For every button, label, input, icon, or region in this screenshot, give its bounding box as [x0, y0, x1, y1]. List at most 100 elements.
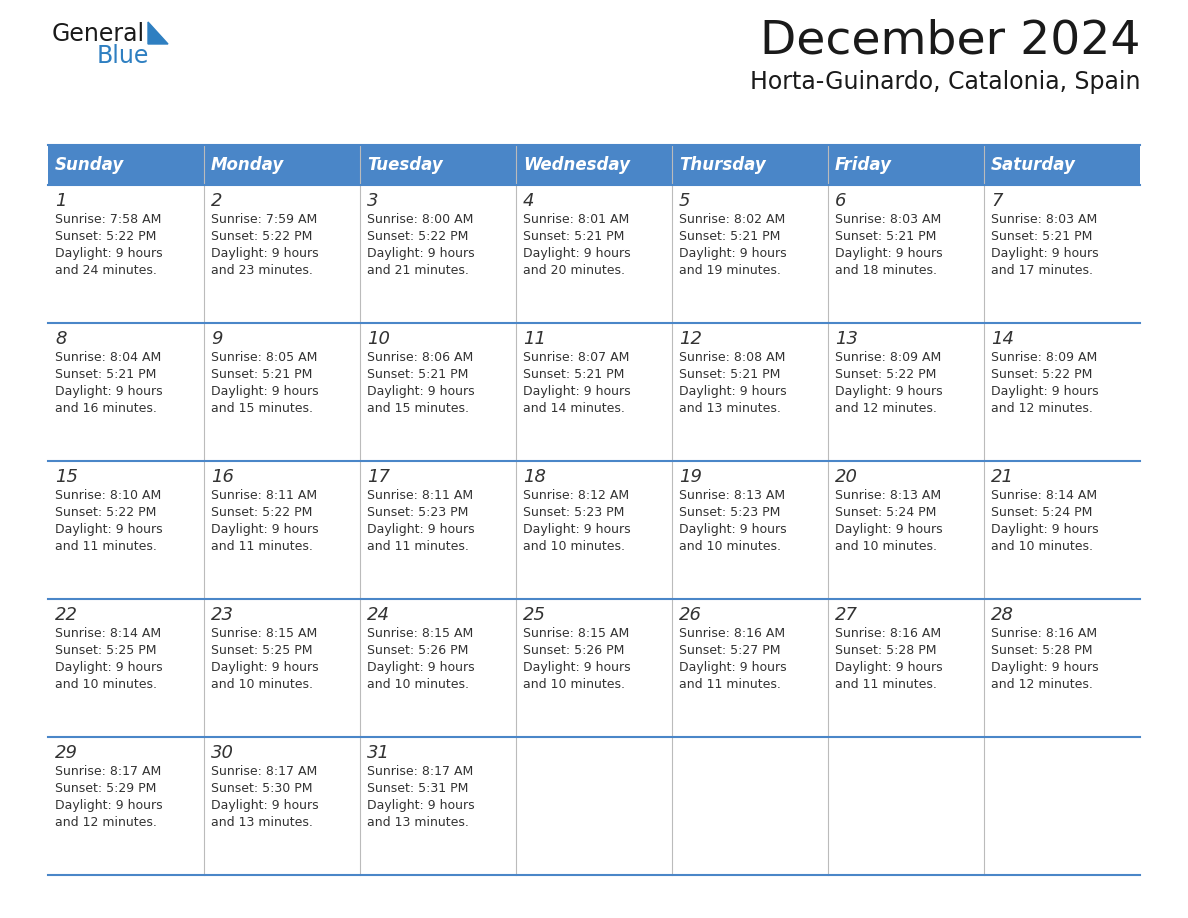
- Text: and 11 minutes.: and 11 minutes.: [835, 678, 937, 691]
- Bar: [48, 323, 1140, 461]
- Text: Sunrise: 8:07 AM: Sunrise: 8:07 AM: [523, 351, 630, 364]
- Text: 16: 16: [211, 468, 234, 486]
- Text: Sunrise: 8:09 AM: Sunrise: 8:09 AM: [835, 351, 941, 364]
- Text: and 11 minutes.: and 11 minutes.: [367, 540, 469, 553]
- Text: Sunset: 5:22 PM: Sunset: 5:22 PM: [55, 230, 157, 243]
- Text: Saturday: Saturday: [991, 156, 1076, 174]
- Text: Sunset: 5:23 PM: Sunset: 5:23 PM: [367, 506, 468, 519]
- Bar: [48, 145, 1140, 185]
- Text: 29: 29: [55, 744, 78, 762]
- Text: Sunset: 5:21 PM: Sunset: 5:21 PM: [680, 230, 781, 243]
- Text: Daylight: 9 hours: Daylight: 9 hours: [523, 661, 631, 674]
- Text: and 10 minutes.: and 10 minutes.: [680, 540, 781, 553]
- Text: Sunrise: 8:16 AM: Sunrise: 8:16 AM: [991, 627, 1098, 640]
- Text: and 15 minutes.: and 15 minutes.: [367, 402, 469, 415]
- Text: and 10 minutes.: and 10 minutes.: [523, 678, 625, 691]
- Text: Sunrise: 8:14 AM: Sunrise: 8:14 AM: [55, 627, 162, 640]
- Text: and 10 minutes.: and 10 minutes.: [367, 678, 469, 691]
- Text: Daylight: 9 hours: Daylight: 9 hours: [991, 661, 1099, 674]
- Text: Daylight: 9 hours: Daylight: 9 hours: [680, 385, 786, 398]
- Text: Friday: Friday: [835, 156, 892, 174]
- Text: 6: 6: [835, 192, 847, 210]
- Text: Sunset: 5:29 PM: Sunset: 5:29 PM: [55, 782, 157, 795]
- Text: Daylight: 9 hours: Daylight: 9 hours: [367, 523, 475, 536]
- Text: Sunset: 5:21 PM: Sunset: 5:21 PM: [367, 368, 468, 381]
- Text: 30: 30: [211, 744, 234, 762]
- Text: 12: 12: [680, 330, 702, 348]
- Text: Sunset: 5:21 PM: Sunset: 5:21 PM: [680, 368, 781, 381]
- Text: Sunrise: 8:01 AM: Sunrise: 8:01 AM: [523, 213, 630, 226]
- Text: 4: 4: [523, 192, 535, 210]
- Text: 20: 20: [835, 468, 858, 486]
- Text: Sunrise: 8:03 AM: Sunrise: 8:03 AM: [835, 213, 941, 226]
- Text: Sunrise: 8:12 AM: Sunrise: 8:12 AM: [523, 489, 630, 502]
- Text: and 12 minutes.: and 12 minutes.: [55, 816, 157, 829]
- Text: Daylight: 9 hours: Daylight: 9 hours: [835, 523, 942, 536]
- Text: December 2024: December 2024: [759, 18, 1140, 63]
- Text: Sunrise: 8:10 AM: Sunrise: 8:10 AM: [55, 489, 162, 502]
- Text: Sunrise: 8:11 AM: Sunrise: 8:11 AM: [367, 489, 473, 502]
- Text: Daylight: 9 hours: Daylight: 9 hours: [211, 799, 318, 812]
- Text: and 17 minutes.: and 17 minutes.: [991, 264, 1093, 277]
- Text: Daylight: 9 hours: Daylight: 9 hours: [55, 799, 163, 812]
- Text: Sunset: 5:26 PM: Sunset: 5:26 PM: [367, 644, 468, 657]
- Text: Horta-Guinardo, Catalonia, Spain: Horta-Guinardo, Catalonia, Spain: [750, 70, 1140, 94]
- Text: Daylight: 9 hours: Daylight: 9 hours: [991, 385, 1099, 398]
- Text: Sunrise: 8:13 AM: Sunrise: 8:13 AM: [680, 489, 785, 502]
- Text: 26: 26: [680, 606, 702, 624]
- Text: and 12 minutes.: and 12 minutes.: [991, 402, 1093, 415]
- Text: Sunday: Sunday: [55, 156, 125, 174]
- Text: Daylight: 9 hours: Daylight: 9 hours: [367, 385, 475, 398]
- Text: and 11 minutes.: and 11 minutes.: [55, 540, 157, 553]
- Text: Daylight: 9 hours: Daylight: 9 hours: [835, 247, 942, 260]
- Text: Sunset: 5:25 PM: Sunset: 5:25 PM: [211, 644, 312, 657]
- Text: Sunset: 5:26 PM: Sunset: 5:26 PM: [523, 644, 625, 657]
- Text: Sunset: 5:24 PM: Sunset: 5:24 PM: [991, 506, 1093, 519]
- Text: Daylight: 9 hours: Daylight: 9 hours: [367, 799, 475, 812]
- Text: Daylight: 9 hours: Daylight: 9 hours: [523, 523, 631, 536]
- Text: Sunset: 5:21 PM: Sunset: 5:21 PM: [523, 230, 625, 243]
- Text: and 11 minutes.: and 11 minutes.: [211, 540, 312, 553]
- Text: and 10 minutes.: and 10 minutes.: [991, 540, 1093, 553]
- Text: Sunset: 5:22 PM: Sunset: 5:22 PM: [991, 368, 1093, 381]
- Text: Daylight: 9 hours: Daylight: 9 hours: [211, 661, 318, 674]
- Text: Sunset: 5:24 PM: Sunset: 5:24 PM: [835, 506, 936, 519]
- Text: 14: 14: [991, 330, 1015, 348]
- Text: Sunset: 5:21 PM: Sunset: 5:21 PM: [523, 368, 625, 381]
- Text: Sunset: 5:22 PM: Sunset: 5:22 PM: [367, 230, 468, 243]
- Text: Sunset: 5:23 PM: Sunset: 5:23 PM: [680, 506, 781, 519]
- Text: 28: 28: [991, 606, 1015, 624]
- Text: and 13 minutes.: and 13 minutes.: [211, 816, 312, 829]
- Text: and 23 minutes.: and 23 minutes.: [211, 264, 312, 277]
- Text: Sunset: 5:27 PM: Sunset: 5:27 PM: [680, 644, 781, 657]
- Text: Sunrise: 8:00 AM: Sunrise: 8:00 AM: [367, 213, 473, 226]
- Text: Sunrise: 8:09 AM: Sunrise: 8:09 AM: [991, 351, 1098, 364]
- Text: and 21 minutes.: and 21 minutes.: [367, 264, 469, 277]
- Text: Sunrise: 8:15 AM: Sunrise: 8:15 AM: [367, 627, 473, 640]
- Text: Sunrise: 8:05 AM: Sunrise: 8:05 AM: [211, 351, 317, 364]
- Text: Daylight: 9 hours: Daylight: 9 hours: [523, 247, 631, 260]
- Text: and 20 minutes.: and 20 minutes.: [523, 264, 625, 277]
- Text: Daylight: 9 hours: Daylight: 9 hours: [680, 247, 786, 260]
- Text: and 13 minutes.: and 13 minutes.: [680, 402, 781, 415]
- Text: 3: 3: [367, 192, 379, 210]
- Text: Sunrise: 8:13 AM: Sunrise: 8:13 AM: [835, 489, 941, 502]
- Text: 11: 11: [523, 330, 546, 348]
- Text: Sunset: 5:21 PM: Sunset: 5:21 PM: [211, 368, 312, 381]
- Text: Sunrise: 7:59 AM: Sunrise: 7:59 AM: [211, 213, 317, 226]
- Text: Sunset: 5:31 PM: Sunset: 5:31 PM: [367, 782, 468, 795]
- Text: Thursday: Thursday: [680, 156, 766, 174]
- Text: Sunrise: 8:15 AM: Sunrise: 8:15 AM: [523, 627, 630, 640]
- Text: 18: 18: [523, 468, 546, 486]
- Text: Sunset: 5:28 PM: Sunset: 5:28 PM: [835, 644, 936, 657]
- Text: Sunrise: 8:16 AM: Sunrise: 8:16 AM: [835, 627, 941, 640]
- Text: Sunrise: 8:17 AM: Sunrise: 8:17 AM: [367, 765, 473, 778]
- Bar: [48, 737, 1140, 875]
- Text: Sunrise: 8:06 AM: Sunrise: 8:06 AM: [367, 351, 473, 364]
- Text: and 15 minutes.: and 15 minutes.: [211, 402, 312, 415]
- Text: and 12 minutes.: and 12 minutes.: [991, 678, 1093, 691]
- Text: Daylight: 9 hours: Daylight: 9 hours: [211, 385, 318, 398]
- Bar: [48, 461, 1140, 599]
- Text: Daylight: 9 hours: Daylight: 9 hours: [55, 523, 163, 536]
- Text: 7: 7: [991, 192, 1003, 210]
